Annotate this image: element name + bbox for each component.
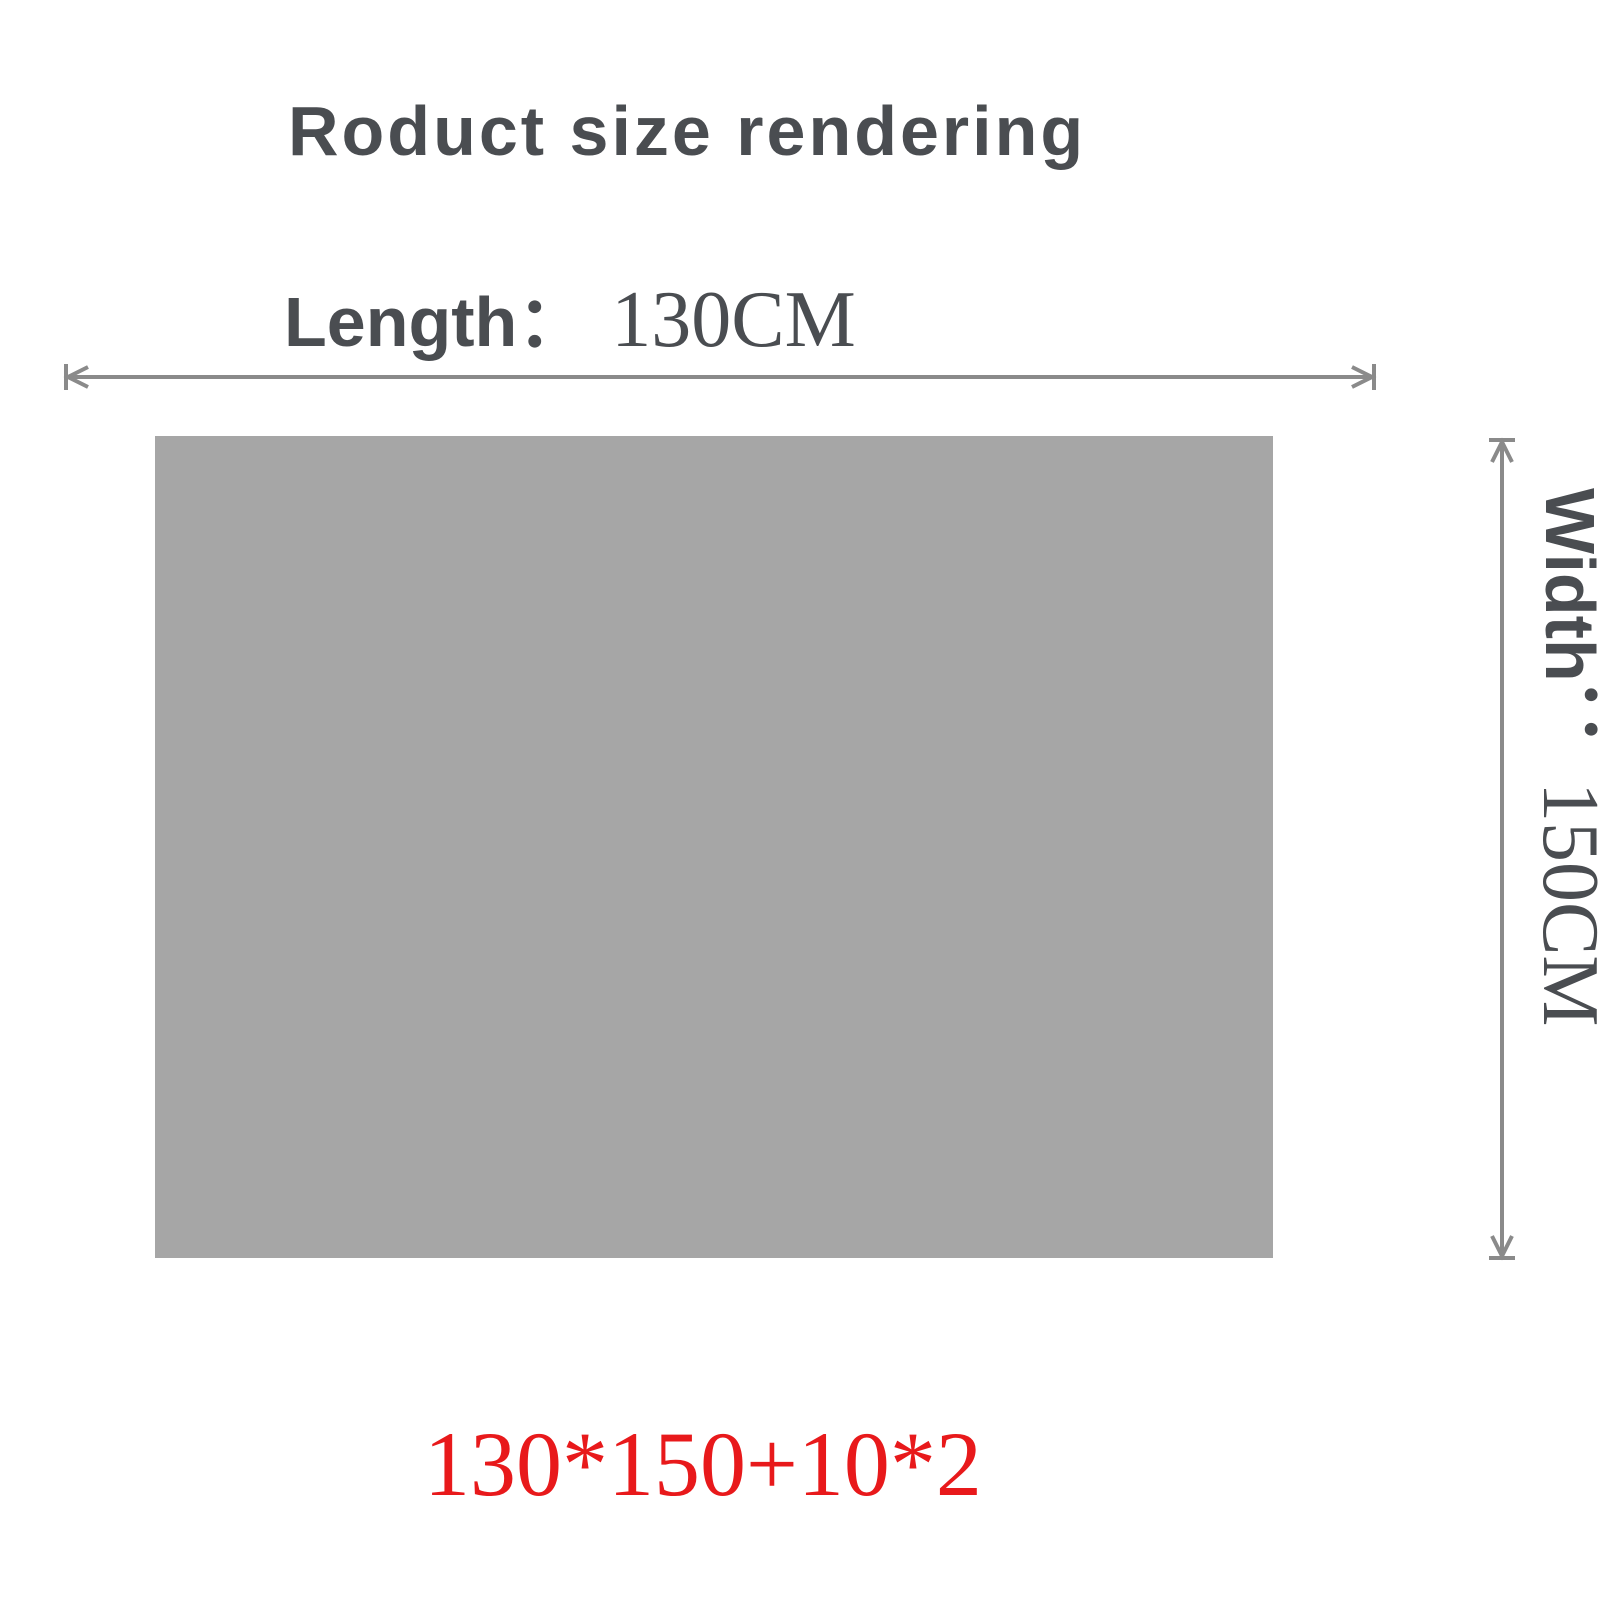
product-rectangle xyxy=(155,436,1273,1258)
width-dimension-arrow xyxy=(1489,437,1515,1261)
length-label: Length： xyxy=(284,283,588,361)
page-title: Roduct size rendering xyxy=(288,92,1087,170)
width-label: Width： xyxy=(1531,488,1600,752)
length-value: 130CM xyxy=(611,276,856,364)
length-annotation: Length： 130CM xyxy=(284,280,856,360)
width-annotation: Width： 150CM xyxy=(1526,488,1600,1026)
length-dimension-arrow xyxy=(63,364,1377,390)
width-value: 150CM xyxy=(1526,781,1600,1027)
size-formula: 130*150+10*2 xyxy=(424,1413,982,1515)
